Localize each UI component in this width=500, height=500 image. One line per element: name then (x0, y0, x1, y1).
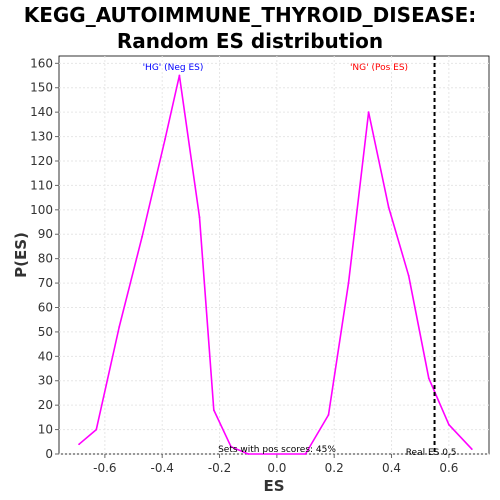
chart-title-line2: Random ES distribution (116, 29, 384, 53)
y-tick-label: 20 (38, 398, 53, 412)
y-tick-label: 80 (38, 252, 53, 266)
x-tick-label: -0.2 (208, 461, 231, 475)
x-tick-label: -0.4 (150, 461, 173, 475)
x-tick-label: 0.6 (439, 461, 458, 475)
x-axis-ticks: -0.6 -0.4 -0.2 0.0 0.2 0.4 0.6 (93, 454, 458, 475)
y-tick-label: 130 (30, 130, 53, 144)
y-tick-label: 60 (38, 300, 53, 314)
y-axis-label: P(ES) (12, 232, 30, 278)
y-tick-label: 90 (38, 227, 53, 241)
es-data-point (447, 423, 450, 426)
chart-title: KEGG_AUTOIMMUNE_THYROID_DISEASE: Random … (0, 2, 500, 54)
es-data-point (387, 206, 390, 209)
es-data-point (141, 235, 144, 238)
y-tick-label: 30 (38, 374, 53, 388)
y-tick-label: 110 (30, 178, 53, 192)
es-data-point (95, 428, 98, 431)
pos-es-label: 'NG' (Pos ES) (350, 63, 408, 73)
es-data-point (470, 448, 473, 451)
es-data-point (178, 74, 181, 77)
es-data-point (304, 453, 307, 455)
x-tick-label: 0.2 (325, 461, 344, 475)
es-data-point (247, 453, 250, 455)
x-tick-label: -0.6 (93, 461, 116, 475)
x-tick-label: 0.4 (382, 461, 401, 475)
x-tick-label: 0.0 (267, 461, 286, 475)
es-data-point (407, 274, 410, 277)
es-data-point (367, 111, 370, 114)
chart-title-line1: KEGG_AUTOIMMUNE_THYROID_DISEASE: (23, 3, 477, 27)
y-tick-label: 120 (30, 154, 53, 168)
es-data-point (164, 138, 166, 140)
y-tick-label: 70 (38, 276, 53, 290)
series-group (78, 74, 473, 455)
y-tick-label: 140 (30, 105, 53, 119)
annotation-group: 'HG' (Neg ES) 'NG' (Pos ES) Sets with pos … (143, 56, 457, 458)
y-tick-label: 50 (38, 325, 53, 339)
es-data-point (347, 282, 350, 284)
y-tick-label: 0 (45, 447, 53, 461)
y-tick-label: 100 (30, 203, 53, 217)
y-axis-ticks: 0 10 20 30 40 50 60 70 80 90 100 110 120 130 140 150 160 (30, 56, 59, 461)
es-data-point (78, 443, 80, 446)
x-axis-label: ES (263, 477, 284, 495)
es-data-point (327, 414, 330, 416)
y-tick-label: 160 (30, 56, 53, 70)
es-data-point (230, 445, 232, 448)
es-data-point (118, 326, 121, 328)
y-tick-label: 150 (30, 81, 53, 95)
es-data-point (212, 409, 215, 411)
es-data-point (198, 216, 201, 219)
neg-es-label: 'HG' (Neg ES) (143, 63, 204, 73)
y-tick-label: 40 (38, 349, 53, 363)
real-es-label: Real ES 0.5 (406, 448, 457, 458)
y-tick-label: 10 (38, 423, 53, 437)
es-data-point (427, 377, 430, 380)
pos-scores-label: Sets with pos scores: 45% (218, 445, 336, 455)
plot-area (58, 55, 490, 455)
